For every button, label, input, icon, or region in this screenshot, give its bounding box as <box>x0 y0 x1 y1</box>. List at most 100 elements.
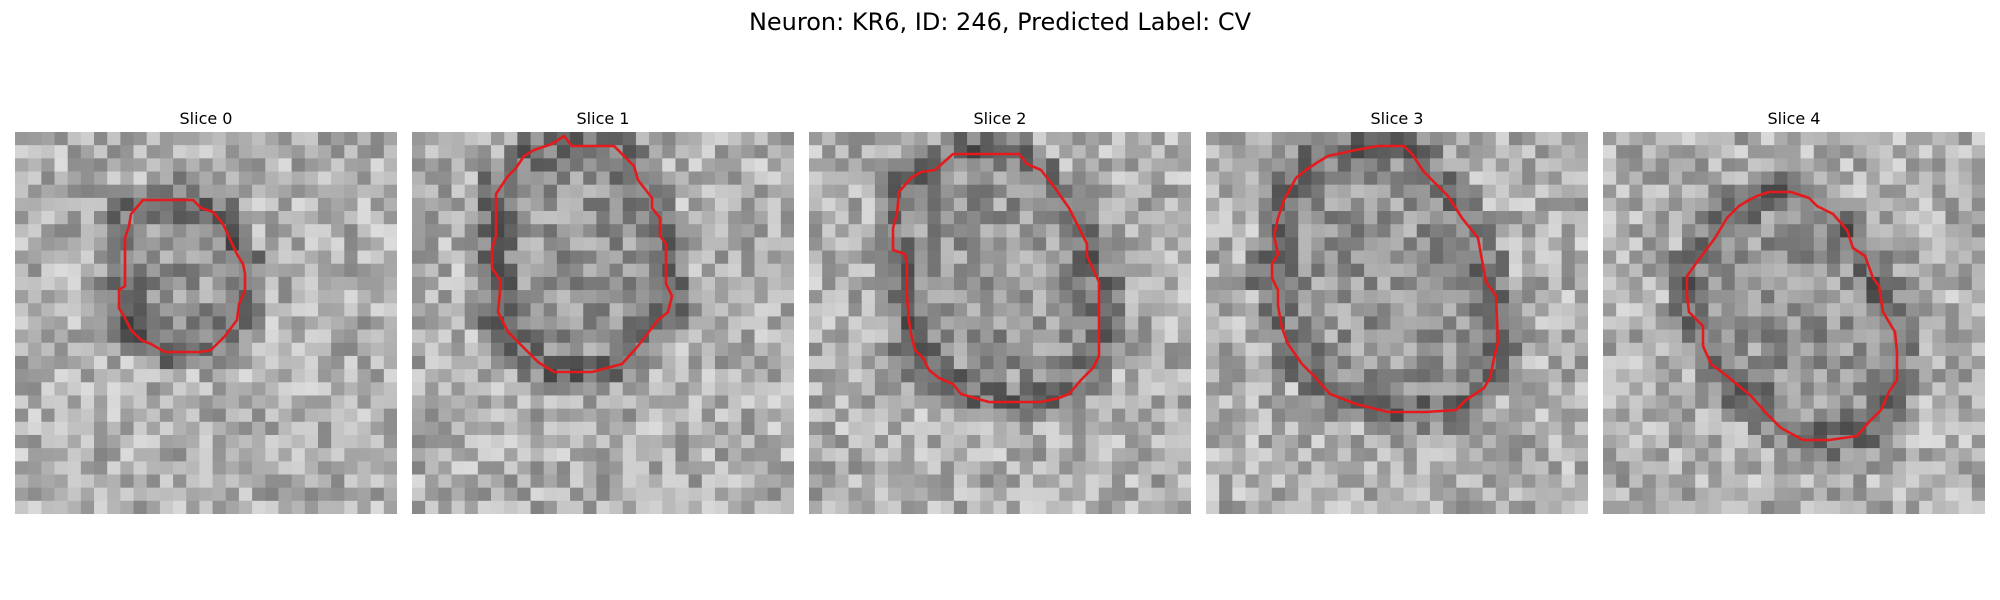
image-pixel <box>649 145 663 159</box>
image-pixel <box>1324 369 1339 383</box>
image-pixel <box>1111 211 1126 225</box>
image-pixel <box>1019 303 1034 317</box>
image-pixel <box>357 290 372 304</box>
image-pixel <box>609 263 624 278</box>
image-pixel <box>1721 434 1736 449</box>
image-pixel <box>464 342 479 357</box>
image-pixel <box>1403 171 1418 186</box>
image-pixel <box>596 237 610 251</box>
image-pixel <box>1919 408 1933 423</box>
image-pixel <box>1919 263 1933 278</box>
image-pixel <box>464 329 479 344</box>
image-pixel <box>1747 461 1762 475</box>
image-pixel <box>1603 184 1617 199</box>
image-pixel <box>1337 250 1352 265</box>
image-pixel <box>1032 461 1047 475</box>
image-pixel <box>1800 500 1815 514</box>
image-pixel <box>1390 369 1404 383</box>
image-pixel <box>1561 448 1576 462</box>
image-pixel <box>993 145 1007 159</box>
image-pixel <box>1561 211 1576 225</box>
image-pixel <box>1232 329 1246 344</box>
image-pixel <box>504 237 518 251</box>
image-pixel <box>370 408 385 423</box>
image-pixel <box>199 474 213 489</box>
image-pixel <box>822 145 836 159</box>
image-pixel <box>1085 145 1100 159</box>
image-pixel <box>28 342 42 357</box>
image-pixel <box>344 171 358 186</box>
image-pixel <box>1682 448 1696 462</box>
image-pixel <box>67 171 82 186</box>
image-pixel <box>754 434 769 449</box>
image-pixel <box>1337 487 1352 502</box>
image-pixel <box>1443 329 1457 344</box>
image-pixel <box>767 342 782 357</box>
image-pixel <box>1866 434 1881 449</box>
image-pixel <box>622 250 637 265</box>
image-pixel <box>1495 487 1510 502</box>
image-pixel <box>1285 487 1299 502</box>
image-pixel <box>1403 132 1418 146</box>
image-pixel <box>1958 369 1973 383</box>
image-pixel <box>1456 224 1470 238</box>
image-pixel <box>1111 184 1126 199</box>
image-pixel <box>728 329 742 344</box>
image-pixel <box>212 487 227 502</box>
image-pixel <box>225 355 240 370</box>
image-pixel <box>1006 355 1021 370</box>
image-pixel <box>1708 211 1722 225</box>
image-pixel <box>1164 329 1179 344</box>
image-pixel <box>1469 342 1484 357</box>
image-pixel <box>1522 434 1536 449</box>
image-pixel <box>993 276 1007 291</box>
image-pixel <box>317 276 332 291</box>
image-pixel <box>238 211 253 225</box>
image-pixel <box>504 448 518 462</box>
image-pixel <box>517 197 531 212</box>
image-pixel <box>331 434 345 449</box>
image-pixel <box>94 276 108 291</box>
image-pixel <box>54 500 69 514</box>
image-pixel <box>357 158 372 172</box>
image-pixel <box>1629 224 1643 238</box>
image-pixel <box>888 263 902 278</box>
image-pixel <box>438 355 452 370</box>
image-pixel <box>278 197 293 212</box>
image-pixel <box>291 329 306 344</box>
image-pixel <box>1616 329 1630 344</box>
image-pixel <box>412 329 426 344</box>
image-pixel <box>754 487 769 502</box>
image-pixel <box>1403 487 1418 502</box>
image-pixel <box>1708 395 1722 410</box>
image-pixel <box>1059 329 1073 344</box>
image-pixel <box>159 303 174 317</box>
image-pixel <box>1258 461 1273 475</box>
image-pixel <box>901 342 915 357</box>
image-pixel <box>1098 263 1113 278</box>
image-pixel <box>609 158 624 172</box>
image-pixel <box>662 237 676 251</box>
image-pixel <box>980 421 994 436</box>
image-pixel <box>1111 369 1126 383</box>
image-pixel <box>809 263 823 278</box>
image-pixel <box>1840 421 1854 436</box>
image-pixel <box>1603 382 1617 396</box>
image-pixel <box>714 369 729 383</box>
image-pixel <box>15 263 29 278</box>
image-pixel <box>861 342 876 357</box>
image-pixel <box>464 145 479 159</box>
image-pixel <box>848 448 863 462</box>
image-pixel <box>675 461 690 475</box>
image-pixel <box>570 237 584 251</box>
image-pixel <box>370 158 385 172</box>
image-pixel <box>1879 408 1894 423</box>
image-pixel <box>714 145 729 159</box>
image-pixel <box>491 145 505 159</box>
image-pixel <box>464 158 479 172</box>
image-pixel <box>1258 395 1273 410</box>
image-pixel <box>728 197 742 212</box>
image-pixel <box>1708 382 1722 396</box>
image-pixel <box>1642 197 1657 212</box>
image-pixel <box>1298 448 1312 462</box>
